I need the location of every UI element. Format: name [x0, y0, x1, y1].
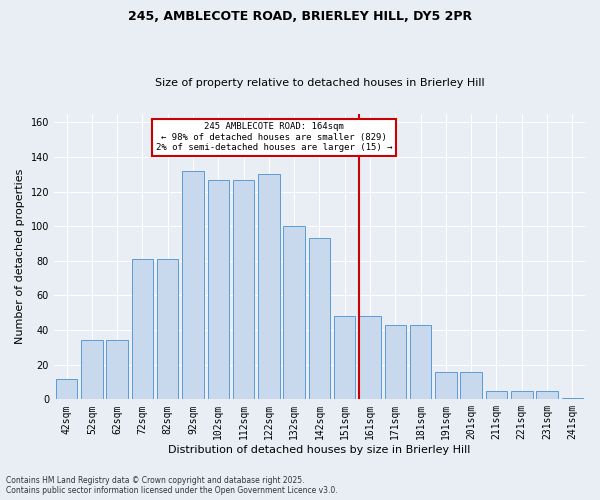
X-axis label: Distribution of detached houses by size in Brierley Hill: Distribution of detached houses by size … [168, 445, 470, 455]
Text: 245, AMBLECOTE ROAD, BRIERLEY HILL, DY5 2PR: 245, AMBLECOTE ROAD, BRIERLEY HILL, DY5 … [128, 10, 472, 23]
Bar [131, 259, 153, 400]
Bar [81, 340, 103, 400]
Bar [562, 398, 583, 400]
Bar [536, 390, 558, 400]
Bar [460, 372, 482, 400]
Bar [56, 378, 77, 400]
Bar [258, 174, 280, 400]
Bar [208, 180, 229, 400]
Bar [106, 340, 128, 400]
Bar [283, 226, 305, 400]
Bar [435, 372, 457, 400]
Bar [157, 259, 178, 400]
Bar [385, 325, 406, 400]
Bar [410, 325, 431, 400]
Bar [359, 316, 381, 400]
Bar [182, 171, 204, 400]
Bar [486, 390, 507, 400]
Title: Size of property relative to detached houses in Brierley Hill: Size of property relative to detached ho… [155, 78, 484, 88]
Y-axis label: Number of detached properties: Number of detached properties [15, 169, 25, 344]
Text: Contains HM Land Registry data © Crown copyright and database right 2025.
Contai: Contains HM Land Registry data © Crown c… [6, 476, 338, 495]
Bar [511, 390, 533, 400]
Text: 245 AMBLECOTE ROAD: 164sqm
← 98% of detached houses are smaller (829)
2% of semi: 245 AMBLECOTE ROAD: 164sqm ← 98% of deta… [155, 122, 392, 152]
Bar [233, 180, 254, 400]
Bar [309, 238, 330, 400]
Bar [334, 316, 355, 400]
